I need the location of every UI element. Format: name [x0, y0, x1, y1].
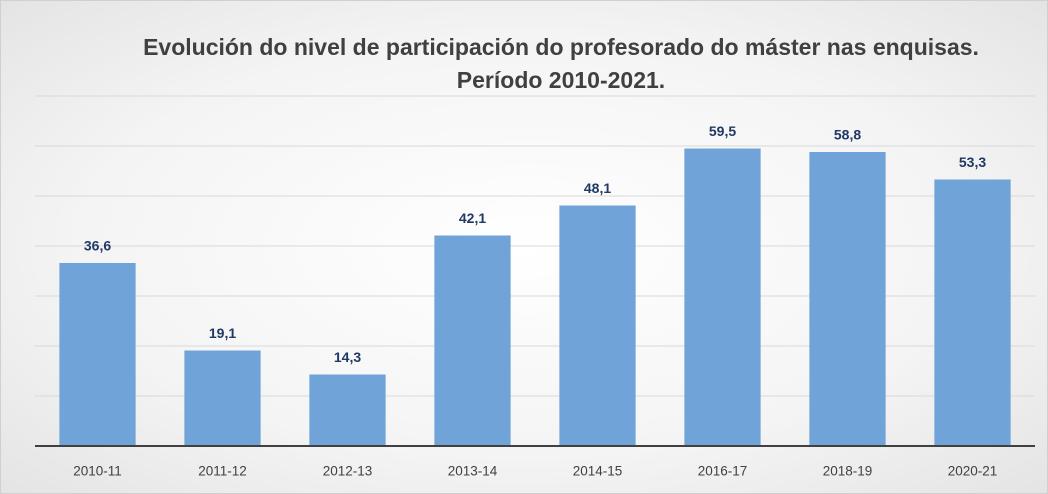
- x-tick-label: 2010-11: [73, 464, 122, 479]
- x-tick-label: 2020-21: [948, 464, 998, 479]
- bar: [684, 148, 761, 446]
- bar: [309, 374, 386, 446]
- x-tick-label: 2016-17: [698, 464, 748, 479]
- data-label: 58,8: [834, 127, 861, 143]
- bar: [184, 350, 261, 446]
- data-label: 53,3: [959, 154, 986, 170]
- data-label: 36,6: [84, 238, 111, 254]
- bar: [809, 152, 886, 446]
- x-tick-label: 2011-12: [198, 464, 247, 479]
- x-tick-label: 2013-14: [448, 464, 498, 479]
- bar: [559, 205, 636, 446]
- data-label: 48,1: [584, 180, 611, 196]
- x-tick-label: 2014-15: [573, 464, 623, 479]
- x-tick-label: 2018-19: [823, 464, 873, 479]
- data-label: 14,3: [334, 349, 361, 365]
- data-label: 19,1: [209, 325, 236, 341]
- bar: [434, 235, 511, 446]
- bar: [59, 263, 136, 446]
- data-label: 42,1: [459, 210, 486, 226]
- bar: [934, 179, 1011, 446]
- chart-title: Evolución do nivel de participación do p…: [143, 34, 979, 93]
- data-label: 59,5: [709, 123, 736, 139]
- x-tick-label: 2012-13: [323, 464, 373, 479]
